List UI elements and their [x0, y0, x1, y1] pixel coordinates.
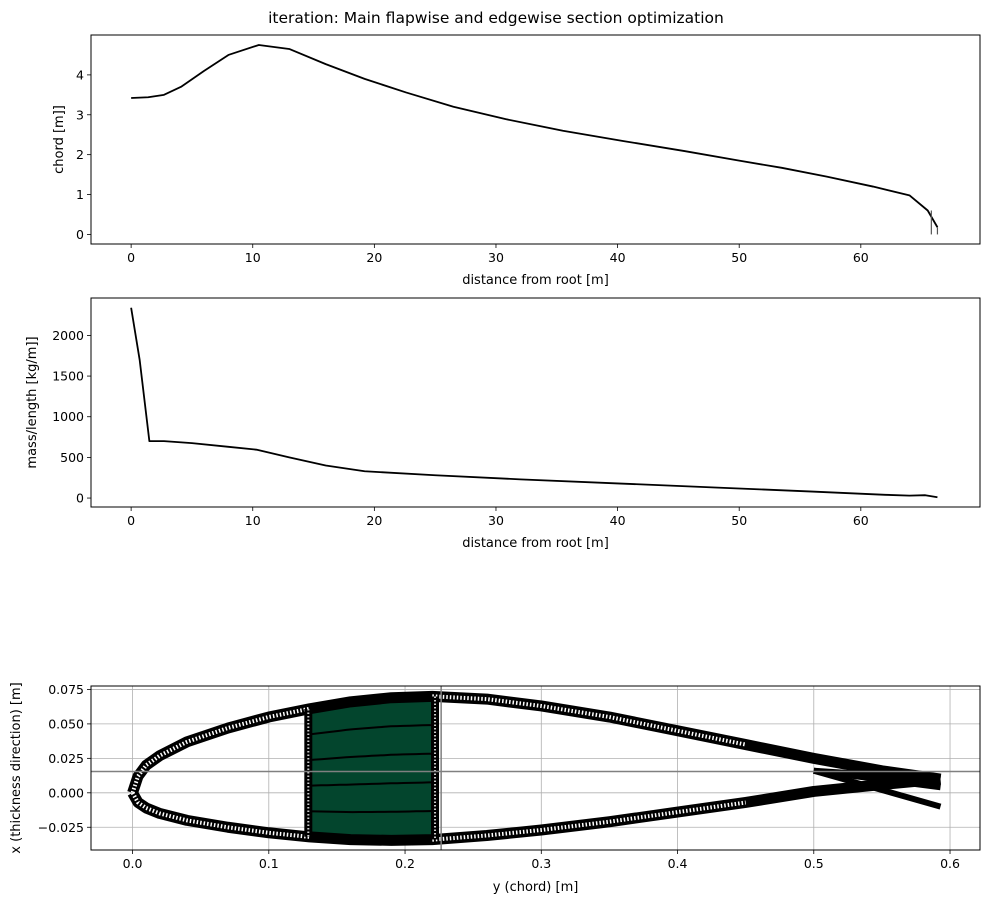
- y-tick-label: 0.075: [48, 682, 84, 697]
- x-tick-label: 60: [853, 250, 869, 265]
- y-axis-label: x (thickness direction) [m]: [9, 682, 24, 853]
- x-tick-label: 20: [366, 513, 382, 528]
- x-tick-label: 20: [366, 250, 382, 265]
- x-tick-label: 0: [127, 250, 135, 265]
- laminate-line: [308, 781, 436, 787]
- x-tick-label: 30: [488, 513, 504, 528]
- series-line: [131, 44, 939, 228]
- x-axis-label: distance from root [m]: [462, 273, 609, 288]
- shell-outline: [127, 773, 942, 846]
- y-tick-label: 0: [76, 491, 84, 506]
- y-tick-label: 1000: [52, 409, 84, 424]
- x-tick-label: 0.3: [531, 856, 551, 871]
- x-tick-label: 50: [731, 250, 747, 265]
- x-tick-label: 60: [853, 513, 869, 528]
- shell-outline: [127, 690, 942, 795]
- trailing-edge-layer: [812, 767, 942, 810]
- axes-frame: [90, 34, 981, 245]
- figure-title: iteration: Main flapwise and edgewise se…: [268, 9, 724, 27]
- x-tick-label: 0: [127, 513, 135, 528]
- laminate-line: [308, 752, 436, 762]
- x-tick-label: 0.6: [940, 856, 960, 871]
- y-tick-label: 1500: [52, 369, 84, 384]
- mass-plot: 0 10 20 30 40 50 60 0 500 1000 1500 2000 distance fr…: [25, 297, 981, 551]
- y-tick-label: 2: [76, 147, 84, 162]
- laminate-line: [308, 809, 436, 814]
- y-tick-label: 2000: [52, 328, 84, 343]
- axes-frame: [90, 685, 981, 851]
- y-axis-label: mass/length [kg/m]]: [25, 336, 40, 468]
- x-tick-label: 0.4: [668, 856, 688, 871]
- x-tick-label: 0.2: [395, 856, 415, 871]
- axes-frame: [90, 297, 981, 508]
- section-layers: [91, 686, 980, 850]
- core-material: [130, 791, 310, 839]
- x-tick-label: 40: [610, 250, 626, 265]
- x-axis-label: y (chord) [m]: [493, 880, 579, 895]
- y-tick-label: −0.025: [38, 820, 84, 835]
- y-tick-label: 0: [76, 227, 84, 242]
- x-tick-label: 50: [731, 513, 747, 528]
- y-tick-label: 1: [76, 187, 84, 202]
- x-tick-label: 10: [245, 513, 261, 528]
- y-tick-label: 0.050: [48, 716, 84, 731]
- x-tick-label: 10: [245, 250, 261, 265]
- x-tick-label: 30: [488, 250, 504, 265]
- core-material: [130, 706, 311, 794]
- y-tick-label: 4: [76, 67, 84, 82]
- y-tick-label: 0.025: [48, 751, 84, 766]
- y-tick-label: 500: [60, 450, 84, 465]
- trailing-edge-layer: [813, 767, 941, 791]
- x-axis-label: distance from root [m]: [462, 536, 609, 551]
- core-material: [432, 800, 746, 842]
- y-tick-label: 0.000: [48, 785, 84, 800]
- laminate-line: [308, 724, 435, 736]
- series-line: [130, 307, 938, 499]
- x-tick-label: 0.1: [259, 856, 279, 871]
- chord-plot: 0 10 20 30 40 50 60 0 1 2 3 4 distance from root [m]…: [52, 34, 981, 288]
- x-tick-label: 40: [610, 513, 626, 528]
- core-material: [432, 694, 747, 747]
- y-tick-label: 3: [76, 107, 84, 122]
- spar-cap-fill: [307, 695, 437, 842]
- x-tick-label: 0.5: [804, 856, 824, 871]
- airfoil-section-plot: 0.0 0.1 0.2 0.3 0.4 0.5 0.6 −0.025 0.000 0.025 0.0…: [9, 682, 981, 895]
- y-axis-label: chord [m]]: [52, 105, 67, 174]
- x-tick-label: 0.0: [123, 856, 143, 871]
